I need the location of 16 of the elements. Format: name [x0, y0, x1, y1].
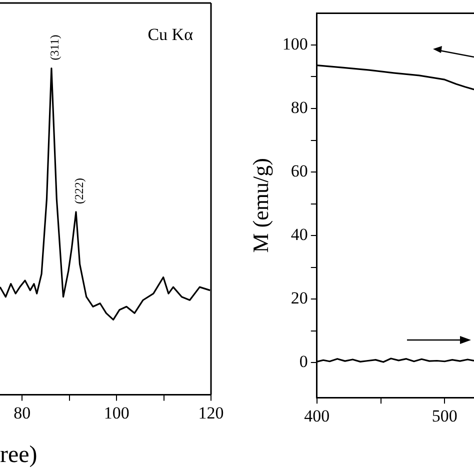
y-tick-label: 0	[299, 352, 308, 372]
y-tick-label: 60	[290, 162, 308, 181]
y-tick-label: 20	[290, 288, 308, 308]
x-tick-label: 80	[14, 403, 31, 422]
y-tick-label: 40	[290, 225, 308, 244]
x-tick-label: 100	[104, 403, 130, 422]
x-tick-label: 120	[198, 403, 224, 422]
text: Cu Kα	[148, 24, 194, 44]
y-tick-label: 100	[282, 34, 308, 54]
y-axis-title: M (emu/g)	[248, 158, 273, 253]
y-tick-label: 80	[290, 98, 308, 117]
x-tick-label: 400	[304, 406, 330, 426]
annotation: (311)	[48, 34, 62, 60]
x-tick-label: 500	[432, 406, 458, 426]
x-axis-title: ree)	[0, 442, 38, 468]
annotation: (222)	[72, 178, 86, 204]
